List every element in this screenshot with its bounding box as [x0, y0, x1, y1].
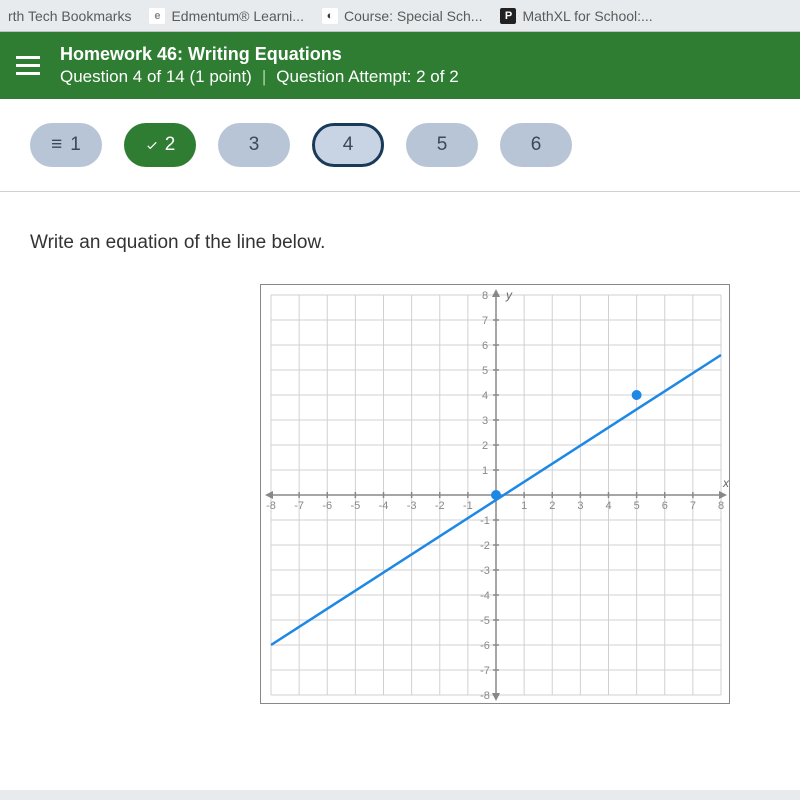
- svg-text:-2: -2: [435, 500, 445, 512]
- question-prompt: Write an equation of the line below.: [30, 232, 770, 254]
- nav-question-4[interactable]: 4: [312, 123, 384, 167]
- svg-text:3: 3: [577, 500, 583, 512]
- assignment-header: Homework 46: Writing Equations Question …: [0, 32, 800, 99]
- course-favicon: ◐: [322, 8, 338, 24]
- svg-text:-5: -5: [350, 500, 360, 512]
- svg-text:-8: -8: [266, 500, 276, 512]
- bookmark-item[interactable]: rth Tech Bookmarks: [8, 8, 131, 24]
- svg-text:3: 3: [482, 415, 488, 427]
- svg-text:2: 2: [549, 500, 555, 512]
- svg-text:-8: -8: [480, 690, 490, 702]
- svg-text:6: 6: [482, 340, 488, 352]
- attempt-info: Question Attempt: 2 of 2: [276, 67, 458, 87]
- svg-text:-4: -4: [379, 500, 389, 512]
- svg-text:1: 1: [521, 500, 527, 512]
- bookmark-label: rth Tech Bookmarks: [8, 8, 131, 24]
- svg-text:8: 8: [718, 500, 724, 512]
- bookmarks-bar: rth Tech Bookmarks e Edmentum® Learni...…: [0, 0, 800, 32]
- mathxl-favicon: P: [500, 8, 516, 24]
- question-nav: 1 2 3 4 5 6: [0, 99, 800, 192]
- divider: |: [262, 67, 266, 87]
- bookmark-item[interactable]: ◐ Course: Special Sch...: [322, 8, 483, 24]
- nav-question-5[interactable]: 5: [406, 123, 478, 167]
- svg-text:7: 7: [690, 500, 696, 512]
- nav-question-6[interactable]: 6: [500, 123, 572, 167]
- menu-icon[interactable]: [16, 56, 40, 75]
- svg-text:y: y: [505, 288, 513, 302]
- graph-svg: -8 -7 -6 -5 -4 -3 -2 -1 1 2 3 4 5 6 7 8 -8 -7 -6 -5 -4 -3 -2 -1…: [261, 285, 729, 703]
- check-icon: [145, 138, 159, 152]
- question-info: Question 4 of 14 (1 point): [60, 67, 252, 87]
- nav-question-2[interactable]: 2: [124, 123, 196, 167]
- svg-text:-7: -7: [480, 665, 490, 677]
- svg-text:4: 4: [605, 500, 611, 512]
- question-content: Write an equation of the line below. -8-…: [0, 192, 800, 790]
- svg-text:1: 1: [482, 465, 488, 477]
- svg-text:-7: -7: [294, 500, 304, 512]
- svg-text:x: x: [722, 476, 729, 490]
- bookmark-label: Course: Special Sch...: [344, 8, 483, 24]
- bookmark-item[interactable]: P MathXL for School:...: [500, 8, 652, 24]
- svg-text:2: 2: [482, 440, 488, 452]
- svg-text:-3: -3: [407, 500, 417, 512]
- bookmark-label: MathXL for School:...: [522, 8, 652, 24]
- svg-text:5: 5: [482, 365, 488, 377]
- svg-text:6: 6: [662, 500, 668, 512]
- header-text: Homework 46: Writing Equations Question …: [60, 44, 459, 87]
- svg-text:-6: -6: [322, 500, 332, 512]
- nav-question-3[interactable]: 3: [218, 123, 290, 167]
- homework-title: Homework 46: Writing Equations: [60, 44, 459, 65]
- bookmark-label: Edmentum® Learni...: [171, 8, 304, 24]
- svg-text:5: 5: [634, 500, 640, 512]
- svg-text:8: 8: [482, 290, 488, 302]
- bookmark-item[interactable]: e Edmentum® Learni...: [149, 8, 304, 24]
- nav-question-1[interactable]: 1: [30, 123, 102, 167]
- svg-text:-3: -3: [480, 565, 490, 577]
- svg-text:-5: -5: [480, 615, 490, 627]
- edmentum-favicon: e: [149, 8, 165, 24]
- homework-subtitle: Question 4 of 14 (1 point) | Question At…: [60, 67, 459, 87]
- svg-text:-4: -4: [480, 590, 490, 602]
- svg-text:-1: -1: [480, 515, 490, 527]
- svg-text:-1: -1: [463, 500, 473, 512]
- svg-text:-2: -2: [480, 540, 490, 552]
- svg-text:-6: -6: [480, 640, 490, 652]
- svg-text:7: 7: [482, 315, 488, 327]
- coordinate-graph: -8 -7 -6 -5 -4 -3 -2 -1 1 2 3 4 5 6 7 8 -8 -7 -6 -5 -4 -3 -2 -1…: [260, 284, 730, 704]
- svg-text:4: 4: [482, 390, 488, 402]
